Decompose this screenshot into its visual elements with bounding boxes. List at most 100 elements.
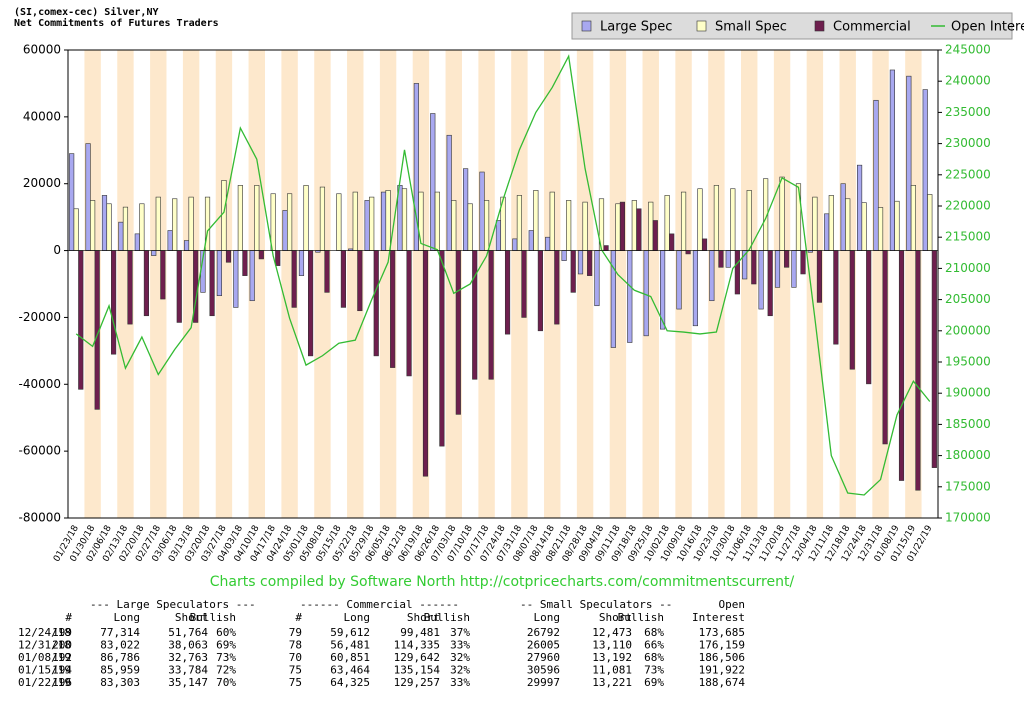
table-cell: 199	[52, 626, 72, 639]
footer: Charts compiled by Software North http:/…	[210, 574, 795, 590]
band	[839, 50, 856, 518]
bar	[718, 250, 724, 268]
bar	[521, 250, 527, 318]
bar	[472, 250, 478, 380]
table-cell: 83,303	[100, 676, 140, 689]
bar	[652, 220, 658, 251]
table-cell: 12,473	[592, 626, 632, 639]
bar	[479, 171, 485, 251]
table-cell: 13,192	[592, 651, 632, 664]
bar	[242, 250, 248, 276]
table-cell: 176,159	[699, 639, 745, 652]
bar	[685, 250, 691, 255]
bar	[833, 250, 839, 345]
bar	[697, 188, 703, 251]
bar	[373, 250, 379, 357]
table-group-header: Open	[719, 598, 746, 611]
line	[75, 54, 931, 496]
table-column-header: Interest	[692, 611, 745, 624]
y2-tick-label: 190000	[945, 386, 991, 400]
legend-swatch	[581, 20, 592, 32]
bar	[406, 250, 412, 377]
bar	[898, 250, 905, 481]
bar	[139, 203, 145, 251]
y-tick-label: -20000	[18, 310, 61, 324]
bar	[566, 200, 572, 251]
table-cell: 86,786	[100, 651, 140, 664]
bar	[340, 250, 346, 308]
y2-tick-label: 245000	[945, 43, 991, 57]
table-cell: 29997	[527, 676, 560, 689]
bar	[910, 185, 916, 251]
bar	[275, 250, 281, 266]
table-cell: 192	[52, 651, 72, 664]
band	[478, 50, 495, 518]
table-cell: 200	[52, 639, 72, 652]
bar	[856, 164, 863, 251]
band	[773, 50, 791, 518]
y-tick-label: -60000	[18, 444, 61, 458]
bar	[188, 196, 194, 251]
bar	[845, 198, 851, 251]
table-cell: 85,959	[100, 664, 140, 677]
table-cell: 13,221	[592, 676, 632, 689]
bar	[127, 250, 133, 325]
bar	[155, 196, 161, 251]
bar	[643, 250, 649, 337]
bar	[615, 203, 621, 251]
bar	[233, 250, 239, 308]
table-cell: 26792	[527, 626, 560, 639]
table-cell: 173,685	[699, 626, 745, 639]
band	[248, 50, 265, 518]
legend-label: Open Interest	[951, 20, 1024, 35]
table-cell: 12/24/18	[18, 626, 71, 639]
bar	[183, 240, 190, 251]
bar	[784, 250, 790, 268]
band	[609, 50, 627, 518]
y-tick-label: -40000	[18, 377, 61, 391]
table-cell: 37%	[450, 626, 470, 639]
band	[544, 50, 561, 518]
y-tick-label: -80000	[18, 511, 61, 525]
bar	[603, 245, 609, 251]
bar	[746, 190, 752, 251]
table-cell: 63,464	[330, 664, 370, 677]
bar	[439, 250, 445, 447]
y2-tick-label: 170000	[945, 511, 991, 525]
band	[675, 50, 692, 518]
table-cell: 01/08/19	[18, 651, 71, 664]
table-cell: 75	[289, 676, 302, 689]
table-column-header: #	[295, 611, 302, 624]
bar	[85, 143, 91, 251]
bar	[488, 250, 494, 380]
bar	[734, 250, 740, 295]
bar	[631, 200, 637, 251]
table-column-header: Long	[114, 611, 141, 624]
table-group-header: ------ Commercial ------	[300, 598, 459, 611]
bar	[619, 201, 626, 251]
bar	[701, 238, 708, 251]
bar	[554, 250, 560, 325]
table-cell: 114,335	[394, 639, 440, 652]
table-cell: 33%	[450, 639, 470, 652]
bar	[303, 185, 309, 251]
y-tick-label: 0	[53, 243, 61, 257]
bar	[106, 203, 112, 251]
y2-tick-label: 205000	[945, 292, 991, 306]
bar	[270, 193, 276, 251]
table-cell: 32,763	[168, 651, 208, 664]
table-cell: 01/22/19	[18, 676, 71, 689]
bar	[774, 250, 781, 288]
bar	[866, 250, 872, 385]
table-cell: 33%	[450, 676, 470, 689]
table-cell: 75	[289, 664, 302, 677]
table-cell: 196	[52, 676, 72, 689]
bar	[849, 250, 855, 370]
table-cell: 66%	[644, 639, 664, 652]
table-cell: 26005	[527, 639, 560, 652]
bar	[225, 250, 232, 263]
table-cell: 32%	[450, 651, 470, 664]
bar	[352, 191, 358, 251]
table-cell: 68%	[644, 651, 664, 664]
bar	[709, 250, 715, 302]
